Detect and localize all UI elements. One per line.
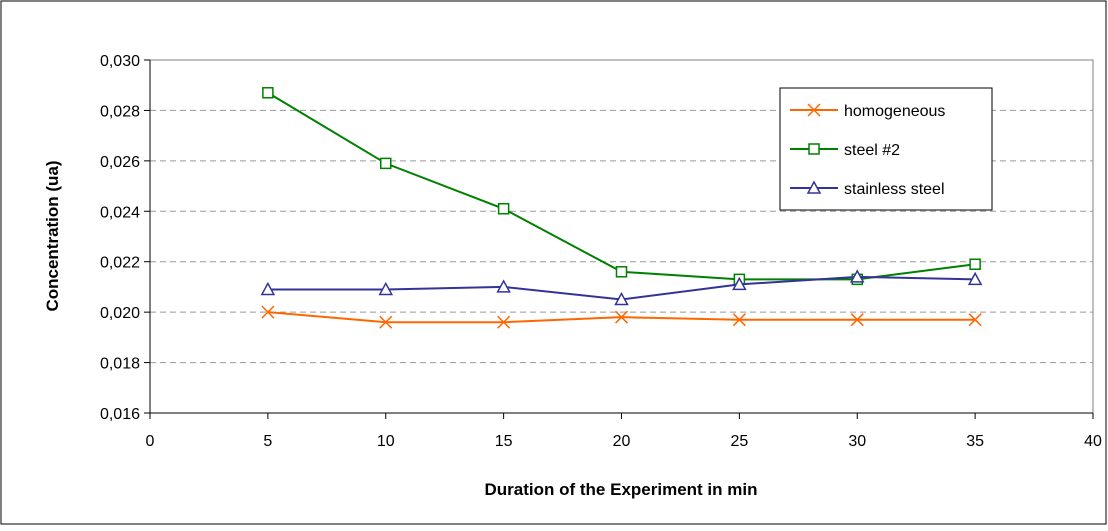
data-point <box>850 313 864 327</box>
legend-item: homogeneous <box>790 103 945 120</box>
legend: homogeneous steel #2 stainless steel <box>779 87 993 211</box>
legend-marker <box>808 143 820 155</box>
x-tick-label: 20 <box>613 433 631 450</box>
data-point <box>497 315 511 329</box>
data-point <box>496 279 511 293</box>
series-stainless-steel <box>260 269 983 306</box>
x-tick-label: 25 <box>730 433 748 450</box>
data-point <box>614 291 629 306</box>
data-point <box>379 315 393 329</box>
x-tick-label: 40 <box>1084 433 1102 450</box>
data-point <box>378 281 394 296</box>
data-point <box>261 305 275 319</box>
series-layer <box>260 87 983 329</box>
y-tick-label: 0,028 <box>100 103 140 120</box>
x-tick-label: 10 <box>377 433 395 450</box>
axes: 0,016 0,018 0,020 0,022 0,024 0,026 0,028 0,030… <box>100 53 1102 450</box>
data-point <box>732 313 746 327</box>
data-point <box>732 276 747 291</box>
data-point <box>262 87 274 99</box>
legend-item: steel #2 <box>790 142 900 159</box>
data-point <box>969 258 981 270</box>
y-tick-label: 0,020 <box>100 305 140 322</box>
y-tick-label: 0,022 <box>100 255 140 272</box>
y-tick-label: 0,026 <box>100 154 140 171</box>
x-tick-label: 5 <box>263 433 272 450</box>
data-point <box>967 271 983 286</box>
data-point <box>614 310 629 324</box>
legend-item: stainless steel <box>790 180 945 198</box>
data-point <box>497 203 510 215</box>
legend-marker <box>807 103 821 117</box>
x-tick-label: 35 <box>966 433 984 450</box>
y-tick-label: 0,018 <box>100 356 140 373</box>
data-point <box>968 313 982 327</box>
legend-marker <box>806 180 822 194</box>
x-tick-label: 0 <box>146 433 155 450</box>
y-axis-title: Concentration (ua) <box>43 160 62 311</box>
y-tick-label: 0,016 <box>100 406 140 423</box>
legend-label: homogeneous <box>844 103 945 120</box>
data-point <box>380 157 392 170</box>
x-axis-title: Duration of the Experiment in min <box>485 480 758 499</box>
legend-label: stainless steel <box>844 181 945 198</box>
data-point <box>260 281 276 296</box>
x-tick-label: 15 <box>495 433 513 450</box>
data-point <box>615 266 628 278</box>
series-homogeneous <box>261 305 982 329</box>
data-point <box>849 269 865 283</box>
legend-label: steel #2 <box>844 142 900 159</box>
y-tick-label: 0,030 <box>100 53 140 70</box>
y-tick-label: 0,024 <box>100 204 140 221</box>
x-tick-label: 30 <box>848 433 866 450</box>
